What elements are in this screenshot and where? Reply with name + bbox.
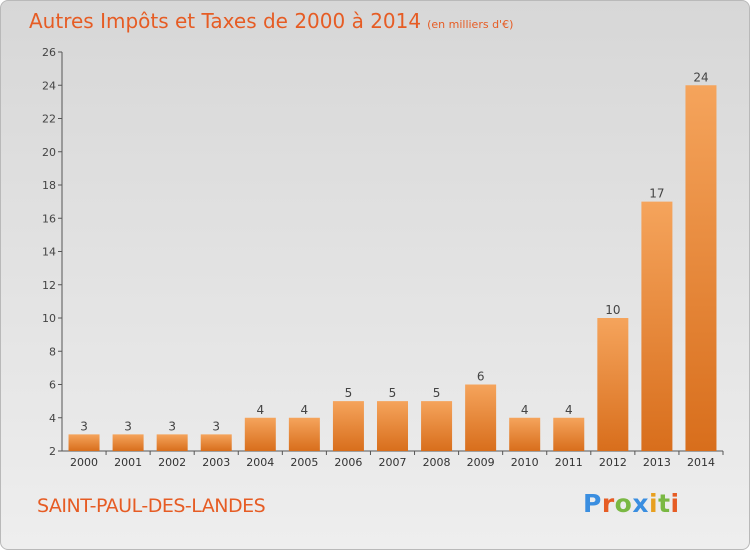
bar bbox=[244, 417, 276, 451]
logo-letter: t bbox=[658, 489, 671, 518]
y-tick-label: 18 bbox=[42, 179, 56, 192]
bar bbox=[465, 384, 497, 451]
y-tick-label: 2 bbox=[49, 445, 56, 458]
x-tick-label: 2004 bbox=[246, 456, 274, 469]
bar-value-label: 4 bbox=[565, 403, 573, 417]
y-tick-label: 26 bbox=[42, 46, 56, 59]
x-tick-label: 2008 bbox=[423, 456, 451, 469]
bar bbox=[68, 434, 100, 451]
x-tick-label: 2013 bbox=[643, 456, 671, 469]
bar-value-label: 6 bbox=[477, 370, 485, 384]
chart-bars bbox=[68, 85, 717, 451]
x-tick-label: 2011 bbox=[555, 456, 583, 469]
y-tick-label: 8 bbox=[49, 345, 56, 358]
proxiti-logo[interactable]: Proxiti bbox=[583, 489, 680, 518]
bar bbox=[156, 434, 188, 451]
y-tick-label: 12 bbox=[42, 279, 56, 292]
y-tick-label: 6 bbox=[49, 379, 56, 392]
x-tick-label: 2007 bbox=[379, 456, 407, 469]
x-tick-label: 2000 bbox=[70, 456, 98, 469]
bar-value-label: 10 bbox=[605, 303, 620, 317]
bar bbox=[288, 417, 320, 451]
bar-value-label: 24 bbox=[693, 70, 708, 84]
bar-value-label: 5 bbox=[389, 386, 397, 400]
bar-value-label: 3 bbox=[80, 419, 88, 433]
bar bbox=[200, 434, 232, 451]
bar bbox=[553, 417, 585, 451]
y-tick-label: 16 bbox=[42, 212, 56, 225]
chart-title-text: Autres Impôts et Taxes de 2000 à 2014 bbox=[29, 9, 422, 33]
y-tick-label: 10 bbox=[42, 312, 56, 325]
bar-value-label: 17 bbox=[649, 187, 664, 201]
x-tick-label: 2003 bbox=[202, 456, 230, 469]
y-tick-label: 24 bbox=[42, 79, 56, 92]
bar bbox=[377, 401, 408, 451]
x-tick-label: 2009 bbox=[467, 456, 495, 469]
bar-value-label: 3 bbox=[212, 419, 220, 433]
commune-name: SAINT-PAUL-DES-LANDES bbox=[37, 495, 266, 517]
x-tick-label: 2006 bbox=[334, 456, 362, 469]
bar-value-label: 4 bbox=[301, 403, 309, 417]
bar-value-label: 3 bbox=[168, 419, 176, 433]
logo-letter: i bbox=[670, 489, 680, 518]
bar bbox=[112, 434, 144, 451]
x-tick-label: 2010 bbox=[511, 456, 539, 469]
logo-letter: i bbox=[649, 489, 659, 518]
logo-letter: o bbox=[614, 489, 633, 518]
bar-value-label: 3 bbox=[124, 419, 132, 433]
bar bbox=[685, 85, 717, 451]
bar bbox=[509, 417, 541, 451]
bar-value-label: 4 bbox=[521, 403, 529, 417]
x-tick-label: 2002 bbox=[158, 456, 186, 469]
chart-labels: 2468101214161820222426320003200132002320… bbox=[42, 46, 715, 469]
bar bbox=[597, 318, 629, 451]
bar-value-label: 5 bbox=[433, 386, 441, 400]
chart-title: Autres Impôts et Taxes de 2000 à 2014 (en… bbox=[29, 9, 513, 33]
x-tick-label: 2014 bbox=[687, 456, 715, 469]
bar bbox=[641, 201, 673, 451]
logo-letter: P bbox=[583, 489, 602, 518]
y-tick-label: 14 bbox=[42, 246, 56, 259]
logo-letter: x bbox=[632, 489, 649, 518]
x-tick-label: 2012 bbox=[599, 456, 627, 469]
bar bbox=[421, 401, 453, 451]
bar-value-label: 4 bbox=[256, 403, 264, 417]
bar-value-label: 5 bbox=[345, 386, 353, 400]
y-tick-label: 20 bbox=[42, 146, 56, 159]
y-tick-label: 22 bbox=[42, 113, 56, 126]
chart-unit-label: (en milliers d'€) bbox=[427, 18, 514, 31]
logo-letter: r bbox=[601, 489, 615, 518]
x-tick-label: 2001 bbox=[114, 456, 142, 469]
bar bbox=[332, 401, 364, 451]
x-tick-label: 2005 bbox=[290, 456, 318, 469]
y-tick-label: 4 bbox=[49, 412, 56, 425]
